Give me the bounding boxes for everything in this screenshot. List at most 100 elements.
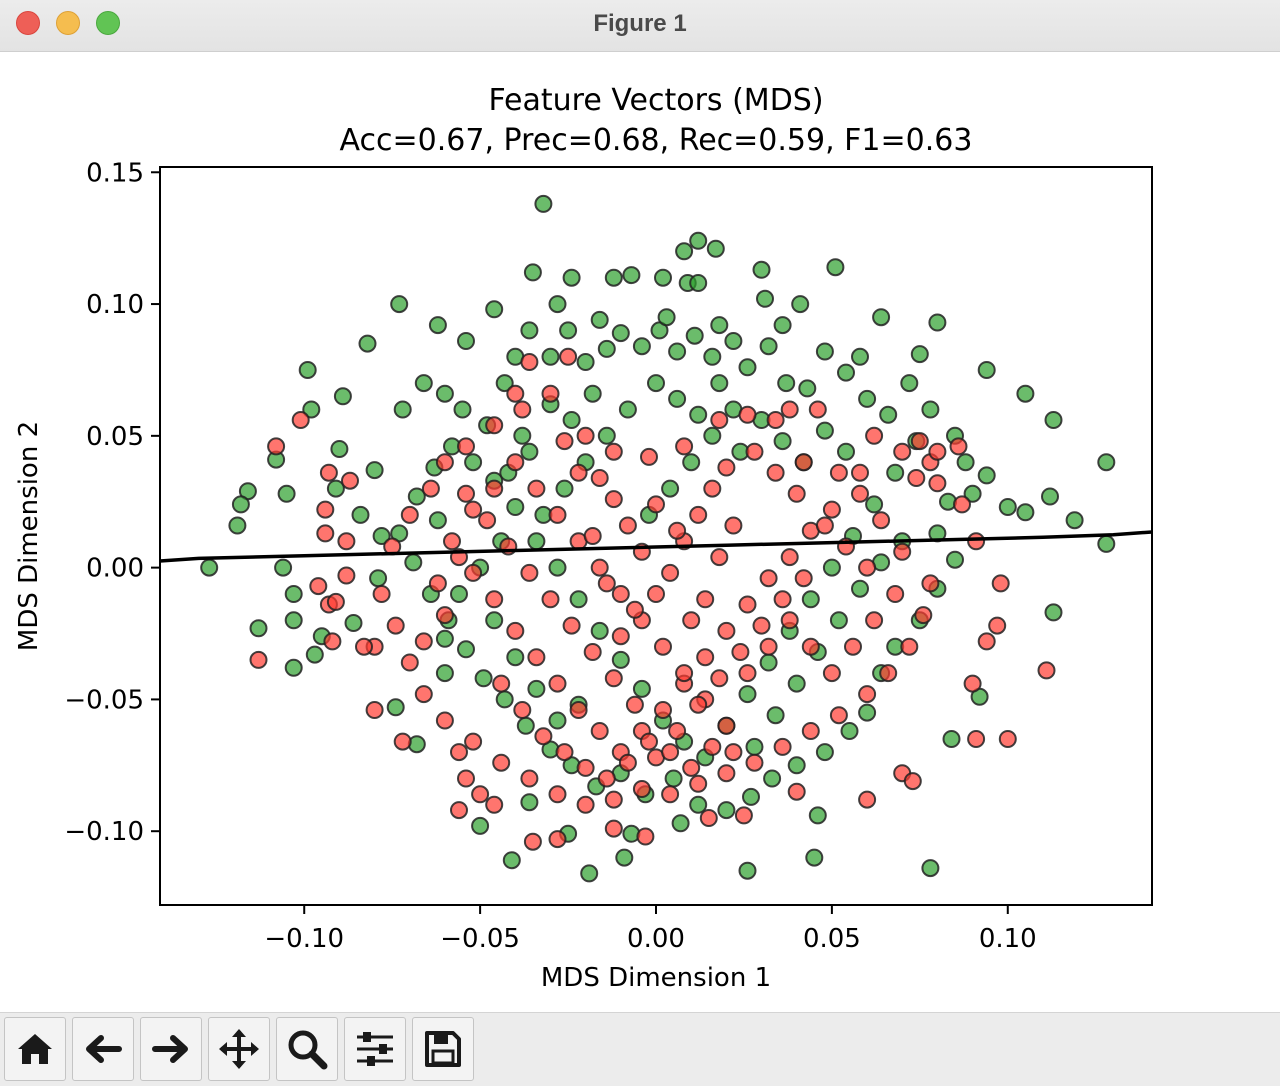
pan-button[interactable] [208, 1017, 270, 1081]
red-point [675, 664, 694, 683]
figure-toolbar [0, 1012, 1280, 1086]
red-point [435, 606, 454, 625]
red-point [414, 632, 433, 651]
green-point [404, 553, 423, 572]
green-point [485, 611, 504, 630]
red-point [513, 400, 532, 419]
red-point [815, 516, 834, 535]
red-point [604, 790, 623, 809]
green-point [632, 679, 651, 698]
red-point [654, 701, 672, 719]
red-point [590, 558, 609, 577]
red-point [766, 411, 785, 429]
red-point [858, 558, 877, 577]
red-point [696, 648, 715, 667]
green-point [520, 793, 539, 812]
forward-button[interactable] [140, 1017, 202, 1081]
green-point [671, 814, 690, 833]
red-point [661, 563, 680, 582]
red-point [576, 426, 595, 445]
green-point [777, 374, 796, 393]
red-point [604, 669, 623, 688]
red-point [710, 411, 729, 429]
red-point [337, 532, 356, 551]
red-point [492, 674, 511, 693]
green-point [689, 405, 708, 424]
red-point [457, 484, 475, 503]
red-point [773, 590, 792, 609]
red-point [249, 650, 268, 669]
red-point [967, 532, 986, 551]
green-point [386, 698, 405, 717]
red-point [787, 782, 806, 801]
green-point [808, 806, 827, 825]
red-point [699, 809, 718, 827]
red-point [541, 384, 560, 403]
red-point [787, 484, 806, 503]
red-point [316, 524, 335, 543]
green-point [738, 685, 757, 704]
home-button[interactable] [4, 1017, 66, 1081]
red-point [604, 442, 623, 461]
red-point [682, 758, 701, 777]
x-tick-label: −0.05 [440, 924, 520, 954]
window-maximize-button[interactable] [96, 11, 120, 35]
red-point [450, 743, 468, 762]
green-point [717, 801, 736, 820]
save-button[interactable] [412, 1017, 474, 1081]
window-titlebar: Figure 1 [0, 0, 1280, 52]
red-point [414, 685, 433, 704]
green-point [277, 484, 296, 503]
green-point [372, 527, 391, 545]
green-point [516, 716, 535, 735]
red-point [822, 664, 841, 683]
green-point [826, 258, 845, 277]
green-point [590, 621, 609, 640]
red-point [316, 500, 335, 519]
red-point [583, 527, 602, 545]
red-point [689, 505, 708, 524]
red-point [400, 505, 419, 524]
green-point [231, 495, 250, 514]
red-point [523, 832, 542, 851]
green-point [921, 859, 940, 878]
y-tick-label: −0.05 [64, 685, 144, 715]
window-minimize-button[interactable] [56, 11, 80, 35]
green-point [879, 405, 898, 424]
back-button[interactable] [72, 1017, 134, 1081]
red-point [710, 669, 729, 688]
green-point [1097, 453, 1116, 472]
green-point [742, 787, 760, 806]
green-point [675, 242, 694, 261]
red-point [1037, 661, 1056, 680]
configure-subplots-button[interactable] [344, 1017, 406, 1081]
red-point [291, 411, 310, 429]
red-point [900, 637, 919, 656]
red-point [794, 453, 813, 472]
green-point [414, 374, 433, 393]
red-point [808, 400, 827, 419]
red-point [323, 632, 342, 651]
red-point [640, 447, 658, 466]
green-point [706, 239, 725, 258]
red-point [365, 701, 384, 719]
green-point [559, 321, 578, 340]
x-tick-label: −0.10 [264, 924, 344, 954]
red-point [710, 548, 729, 567]
red-point [604, 490, 623, 509]
chart-subtitle: Acc=0.67, Prec=0.68, Rec=0.59, F1=0.63 [340, 123, 973, 158]
green-point [689, 231, 708, 250]
red-point [506, 384, 525, 403]
window-close-button[interactable] [16, 11, 40, 35]
red-point [569, 463, 588, 482]
red-point [967, 730, 986, 748]
green-point [928, 313, 947, 332]
red-point [569, 701, 588, 719]
red-point [991, 574, 1010, 593]
zoom-button[interactable] [276, 1017, 338, 1081]
red-point [611, 627, 630, 646]
green-point [1041, 487, 1059, 506]
red-point [548, 505, 567, 524]
red-point [640, 732, 658, 751]
red-point [745, 753, 764, 772]
